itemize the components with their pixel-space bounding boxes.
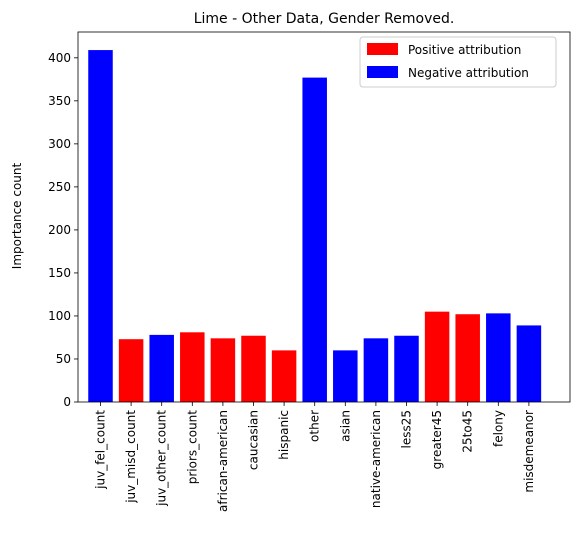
x-tick-label-juv_fel_count: juv_fel_count	[94, 410, 108, 490]
y-axis: 0 50 100 150 200 250 300 350 400	[48, 51, 78, 409]
bar-misdemeanor	[516, 325, 542, 402]
y-tick-label-300: 300	[48, 137, 71, 151]
bar-less25	[394, 335, 419, 402]
y-tick-label-200: 200	[48, 223, 71, 237]
bar-25to45	[455, 314, 480, 402]
bar-juv_other_count	[149, 334, 174, 402]
y-axis-label: Importance count	[10, 162, 24, 269]
x-tick-label-juv_misd_count: juv_misd_count	[124, 410, 138, 504]
x-tick-label-african-american: african-american	[216, 410, 230, 512]
y-tick-label-50: 50	[56, 352, 71, 366]
bar-priors_count	[180, 332, 205, 402]
chart-title: Lime - Other Data, Gender Removed.	[194, 11, 455, 27]
x-tick-label-other: other	[308, 410, 322, 442]
y-tick-label-100: 100	[48, 309, 71, 323]
bar-native-american	[363, 338, 389, 402]
bar-asian	[333, 350, 358, 402]
legend-swatch-negative	[367, 66, 398, 78]
x-axis: juv_fel_count juv_misd_count juv_other_cou…	[94, 402, 536, 512]
y-tick-label-250: 250	[48, 180, 71, 194]
x-tick-label-priors_count: priors_count	[185, 410, 199, 485]
x-tick-label-felony: felony	[491, 410, 505, 447]
bar-greater45	[424, 311, 450, 402]
legend-label-negative: Negative attribution	[408, 66, 529, 80]
y-tick-label-0: 0	[63, 395, 71, 409]
x-tick-label-juv_other_count: juv_other_count	[155, 410, 169, 507]
bar-hispanic	[271, 350, 297, 402]
plot-frame	[77, 31, 571, 403]
bar-juv_misd_count	[118, 339, 144, 402]
bar-juv_fel_count	[88, 50, 113, 402]
bar-other	[302, 77, 327, 402]
x-tick-label-caucasian: caucasian	[247, 410, 261, 470]
x-tick-label-misdemeanor: misdemeanor	[522, 410, 536, 493]
bar-caucasian	[241, 335, 266, 402]
x-tick-label-asian: asian	[338, 410, 352, 442]
legend-box	[359, 36, 557, 88]
x-tick-label-hispanic: hispanic	[277, 410, 291, 460]
legend-label-positive: Positive attribution	[408, 43, 521, 57]
x-tick-label-native-american: native-american	[369, 410, 383, 508]
bar-african-american	[210, 338, 236, 402]
bars-group	[88, 50, 542, 402]
x-tick-label-greater45: greater45	[430, 410, 444, 469]
y-tick-label-150: 150	[48, 266, 71, 280]
legend-swatch-positive	[367, 43, 398, 55]
x-tick-label-less25: less25	[400, 410, 414, 449]
x-tick-label-25to45: 25to45	[461, 410, 475, 453]
y-tick-label-350: 350	[48, 94, 71, 108]
legend: Positive attribution Negative attributio…	[359, 36, 557, 88]
y-tick-label-400: 400	[48, 51, 71, 65]
bar-felony	[486, 313, 511, 402]
